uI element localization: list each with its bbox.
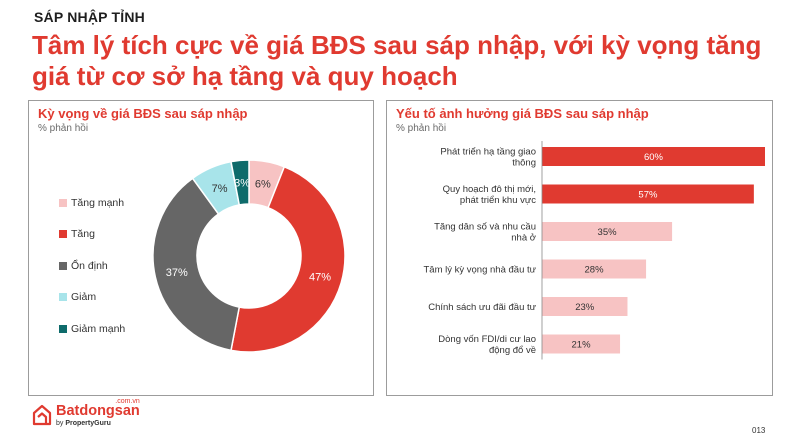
bar — [542, 147, 765, 166]
donut-chart-panel: Kỳ vọng về giá BĐS sau sáp nhập % phản h… — [28, 100, 374, 396]
legend-label: Ổn định — [71, 259, 108, 272]
bar — [542, 297, 628, 316]
donut-slice-label: 7% — [212, 183, 228, 195]
brand-by-prefix: by — [56, 419, 66, 427]
donut-chart: 6% 47% 37% 7% 3% — [152, 159, 346, 353]
donut-slice-label: 47% — [309, 272, 331, 284]
legend-swatch — [59, 261, 67, 270]
house-logo-icon — [32, 404, 52, 426]
bar-value-label: 57% — [638, 190, 658, 201]
category-label: Dòng vốn FDI/di cư lao — [438, 334, 536, 345]
brand-logo: Batdongsan .com.vn by PropertyGuru — [32, 398, 140, 427]
legend-label: Tăng — [71, 228, 95, 241]
legend-item: Giảm mạnh — [59, 313, 125, 345]
legend-swatch — [59, 293, 67, 302]
legend-swatch — [59, 198, 67, 207]
brand-tld: .com.vn — [115, 398, 140, 405]
donut-slice-label: 37% — [166, 267, 188, 279]
donut-chart-title: Kỳ vọng về giá BĐS sau sáp nhập — [38, 106, 248, 121]
page-number: 013 — [752, 426, 766, 435]
donut-legend: Tăng mạnh Tăng Ổn định Giảm Giảm mạnh — [59, 187, 125, 345]
legend-label: Giảm — [71, 291, 97, 304]
legend-item: Ổn định — [59, 250, 125, 282]
donut-chart-subtitle: % phản hồi — [38, 123, 89, 134]
bar-chart-title: Yếu tố ảnh hưởng giá BĐS sau sáp nhập — [396, 106, 649, 121]
bar-value-label: 23% — [575, 302, 595, 313]
brand-name: Batdongsan — [56, 403, 140, 419]
bar-value-label: 21% — [572, 340, 592, 351]
legend-label: Tăng mạnh — [71, 196, 125, 209]
bar-value-label: 35% — [598, 227, 618, 238]
bar — [542, 184, 754, 204]
bar-value-label: 60% — [644, 152, 664, 163]
donut-slice — [152, 177, 241, 352]
section-kicker: SÁP NHẬP TỈNH — [34, 9, 145, 25]
brand-by-name: PropertyGuru — [65, 419, 111, 427]
bar-chart-panel: Yếu tố ảnh hưởng giá BĐS sau sáp nhập % … — [386, 100, 773, 396]
donut-slice — [230, 159, 250, 206]
category-label: Phát triển hạ tầng giao — [440, 147, 536, 158]
category-label: Tâm lý kỳ vọng nhà đầu tư — [424, 265, 537, 276]
bar — [542, 259, 647, 279]
donut-slice-label: 6% — [255, 178, 271, 190]
bar — [542, 222, 673, 241]
donut-slice — [230, 165, 346, 353]
legend-item: Tăng mạnh — [59, 187, 125, 219]
category-label: thông — [512, 158, 536, 169]
category-label: Tăng dân số và nhu cầu — [434, 222, 536, 233]
category-label: nhà ở — [511, 233, 536, 244]
legend-swatch — [59, 230, 67, 239]
category-label: Quy hoạch đô thị mới, — [443, 184, 536, 195]
page-headline: Tâm lý tích cực về giá BĐS sau sáp nhập,… — [32, 30, 762, 91]
bar-chart-subtitle: % phản hồi — [396, 123, 447, 134]
legend-label: Giảm mạnh — [71, 322, 126, 335]
category-label: phát triển khu vực — [460, 195, 536, 206]
bar-value-label: 28% — [585, 265, 605, 276]
legend-item: Giảm — [59, 282, 125, 314]
legend-item: Tăng — [59, 219, 125, 251]
bar — [542, 334, 621, 354]
category-label: động đổ về — [489, 345, 536, 356]
donut-slice-label: 3% — [234, 177, 250, 189]
category-label: Chính sách ưu đãi đầu tư — [428, 302, 536, 313]
legend-swatch — [59, 324, 67, 333]
